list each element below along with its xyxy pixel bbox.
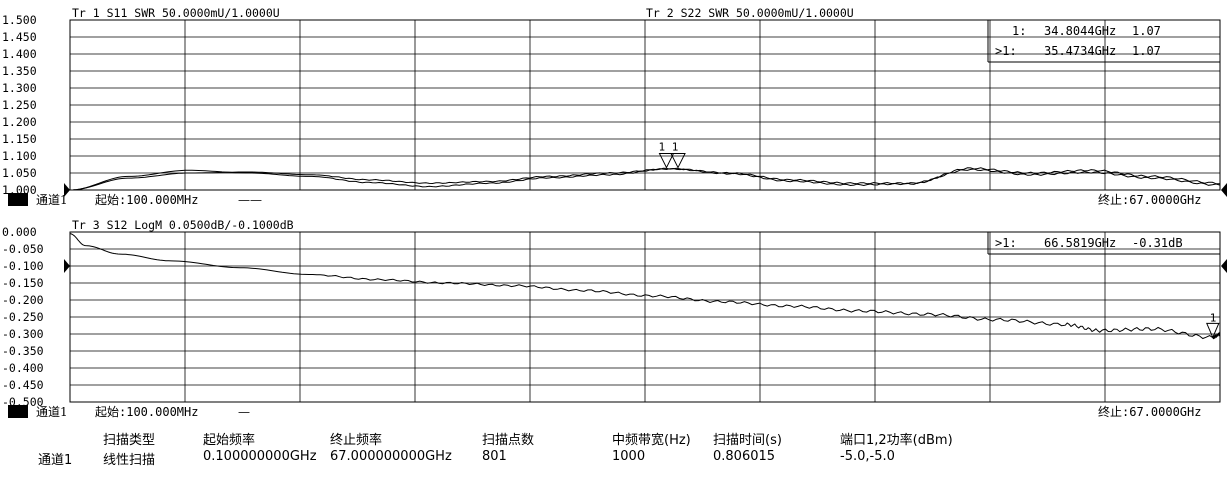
trace-legend-lines: — (238, 405, 250, 419)
marker-readout-label: >1: (995, 44, 1017, 58)
y-tick-label: 1.500 (2, 13, 37, 27)
marker-number-label: 1 (1210, 311, 1217, 324)
y-tick-label: 0.000 (2, 225, 37, 239)
y-tick-label: 1.150 (2, 132, 37, 146)
marker-readout-label: 1: (1012, 24, 1026, 38)
channel-settings-table: 扫描类型 起始频率 终止频率 扫描点数 中频带宽(Hz) 扫描时间(s) 端口1… (0, 427, 1228, 487)
series-line-S12 (69, 233, 1221, 340)
cell-sweep-type: 线性扫描 (103, 453, 156, 468)
marker-readout-freq: 35.4734GHz (1044, 44, 1116, 58)
cell-if-bandwidth: 1000 (612, 449, 646, 464)
y-tick-label: -0.200 (2, 293, 44, 307)
cell-port-power: -5.0,-5.0 (840, 449, 895, 464)
channel-badge (8, 405, 28, 418)
y-tick-label: 1.350 (2, 64, 37, 78)
marker-readout-value: 1.07 (1132, 24, 1161, 38)
y-tick-label: -0.350 (2, 344, 44, 358)
reference-arrow-left (64, 259, 70, 273)
y-tick-label: 1.050 (2, 166, 37, 180)
header-points: 扫描点数 (482, 433, 535, 448)
stop-frequency-label: 终止:67.0000GHz (1098, 192, 1201, 207)
y-tick-label: 1.300 (2, 81, 37, 95)
marker-readout-freq: 66.5819GHz (1044, 236, 1116, 250)
y-tick-label: -0.450 (2, 378, 44, 392)
marker-readout-value: -0.31dB (1132, 236, 1183, 250)
marker-readout-value: 1.07 (1132, 44, 1161, 58)
y-tick-label: -0.250 (2, 310, 44, 324)
vna-plot-area: 1.500 1.450 1.400 1.350 1.300 1.250 1.200 1.150… (2, 6, 1227, 419)
y-tick-label: -0.050 (2, 242, 44, 256)
marker-number-label: 1 1 (658, 141, 678, 154)
y-tick-label: 1.100 (2, 149, 37, 163)
y-tick-label: 1.200 (2, 115, 37, 129)
channel-badge-number: 3 (14, 406, 22, 419)
cell-stop-freq: 67.000000000GHz (330, 449, 452, 464)
header-sweep-type: 扫描类型 (103, 433, 156, 448)
header-start-freq: 起始频率 (203, 433, 256, 448)
y-tick-label: -0.150 (2, 276, 44, 290)
y-tick-label: -0.100 (2, 259, 44, 273)
reference-arrow-right (1221, 183, 1227, 197)
y-tick-label: -0.300 (2, 327, 44, 341)
channel-badge-number: 1 (14, 194, 22, 207)
header-port-power: 端口1,2功率(dBm) (840, 433, 953, 448)
marker-triangle (658, 153, 675, 169)
header-if-bandwidth: 中频带宽(Hz) (612, 433, 691, 448)
y-tick-label: -0.400 (2, 361, 44, 375)
y-tick-label: 1.400 (2, 47, 37, 61)
reference-arrow-left (64, 183, 70, 197)
marker-triangle (670, 153, 686, 169)
header-sweep-time: 扫描时间(s) (713, 433, 782, 448)
row-channel-label: 通道1 (38, 453, 73, 468)
marker-triangle (1206, 322, 1220, 339)
series-line-S22 (69, 167, 1221, 191)
start-frequency-label: 起始:100.000MHz (95, 405, 198, 419)
reference-arrow-right (1221, 259, 1227, 273)
marker-readout-label: >1: (995, 236, 1017, 250)
trace-title-S12: Tr 3 S12 LogM 0.0500dB/-0.1000dB (72, 218, 294, 232)
marker-readout-freq: 34.8044GHz (1044, 24, 1116, 38)
start-frequency-label: 起始:100.000MHz (95, 193, 198, 207)
cell-start-freq: 0.100000000GHz (203, 449, 317, 464)
y-tick-label: 1.250 (2, 98, 37, 112)
channel-label: 通道1 (36, 405, 68, 419)
trace-title-S11: Tr 1 S11 SWR 50.0000mU/1.0000U (72, 6, 280, 20)
channel-label: 通道1 (36, 193, 68, 207)
trace-legend-lines: —— (238, 193, 262, 207)
y-tick-label: 1.450 (2, 30, 37, 44)
stop-frequency-label: 终止:67.0000GHz (1098, 404, 1201, 419)
trace-title-S22: Tr 2 S22 SWR 50.0000mU/1.0000U (646, 6, 854, 20)
channel-badge (8, 193, 28, 206)
cell-points: 801 (482, 449, 507, 464)
cell-sweep-time: 0.806015 (713, 449, 776, 464)
header-stop-freq: 终止频率 (330, 433, 383, 448)
